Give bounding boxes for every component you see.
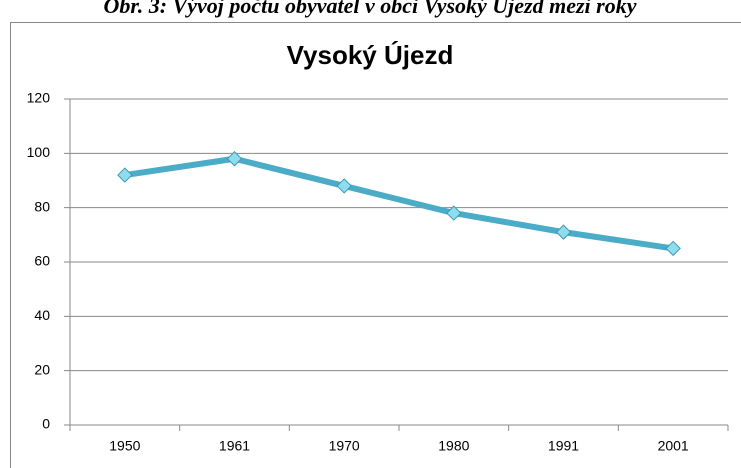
point-marker <box>336 178 352 194</box>
point-marker <box>446 205 462 221</box>
y-tick-label: 80 <box>34 198 50 214</box>
point-marker <box>226 151 243 167</box>
point-marker <box>555 224 572 240</box>
chart-title: Vysoký Újezd <box>287 40 454 70</box>
y-tick-label: 0 <box>42 416 50 432</box>
x-tick-label: 1950 <box>109 438 140 454</box>
x-tick-label: 1970 <box>329 438 360 454</box>
y-tick-label: 40 <box>34 307 50 323</box>
point-marker <box>665 240 681 257</box>
x-tick-label: 1980 <box>438 438 469 454</box>
y-tick-label: 60 <box>34 253 50 269</box>
x-tick-label: 1961 <box>219 438 250 454</box>
point-marker <box>117 167 133 183</box>
y-tick-label: 120 <box>27 90 51 106</box>
x-tick-label: 2001 <box>658 438 689 454</box>
x-tick-label: 1991 <box>548 438 579 454</box>
y-tick-label: 20 <box>34 361 50 377</box>
y-tick-label: 100 <box>27 144 51 160</box>
caption: Obr. 3: Vývoj počtu obyvatel v obci Vyso… <box>104 0 637 18</box>
chart-frame <box>10 22 741 468</box>
series-line <box>124 155 674 252</box>
